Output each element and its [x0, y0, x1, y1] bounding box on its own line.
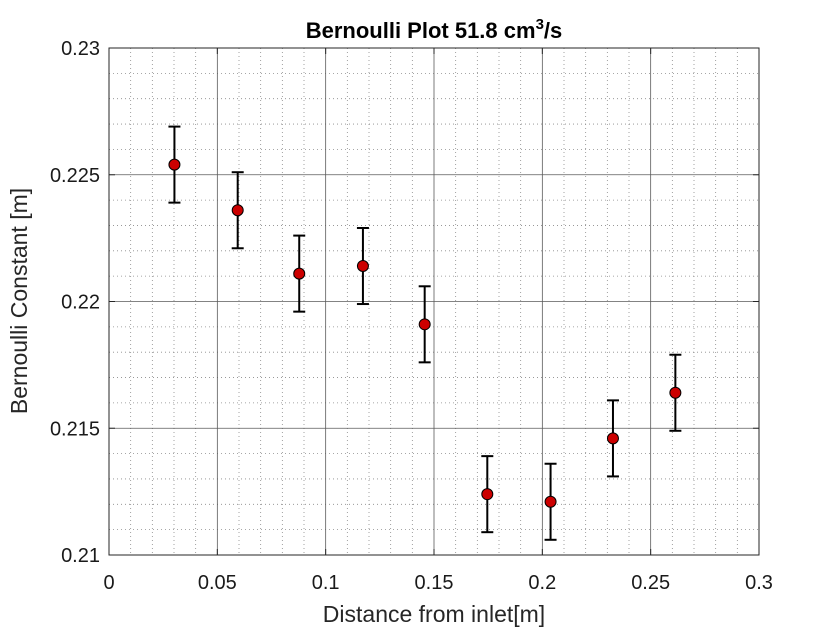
x-axis-ticks: 0 0.05 0.1 0.15 0.2 0.25 0.3	[103, 48, 773, 594]
data-point	[231, 171, 244, 250]
y-tick-label: 0.23	[61, 38, 100, 60]
chart-title: Bernoulli Plot 51.8 cm3/s	[306, 16, 563, 43]
y-tick-label: 0.22	[61, 292, 100, 314]
data-point	[606, 399, 619, 478]
x-tick-label: 0.2	[528, 572, 556, 594]
chart-title-superscript: 3	[536, 16, 544, 33]
y-tick-label: 0.225	[50, 165, 100, 187]
chart-title-main: Bernoulli Plot 51.8 cm	[306, 18, 536, 43]
x-tick-label: 0	[103, 572, 114, 594]
data-point	[481, 455, 494, 534]
x-tick-label: 0.1	[312, 572, 340, 594]
x-tick-label: 0.25	[631, 572, 670, 594]
data-marker	[231, 204, 244, 217]
data-point	[544, 462, 557, 541]
data-point	[418, 285, 431, 364]
data-marker	[356, 260, 369, 273]
x-tick-label: 0.15	[415, 572, 454, 594]
x-tick-label: 0.3	[745, 572, 773, 594]
data-marker	[481, 488, 494, 501]
data-point	[669, 353, 682, 432]
x-axis-label: Distance from inlet[m]	[323, 601, 545, 627]
data-marker	[669, 386, 682, 399]
data-marker	[418, 318, 431, 331]
data-point	[356, 226, 369, 306]
y-tick-label: 0.215	[50, 418, 100, 440]
data-point	[293, 234, 306, 313]
data-marker	[168, 158, 181, 171]
data-marker	[606, 432, 619, 445]
data-point	[168, 125, 181, 204]
y-tick-label: 0.21	[61, 545, 100, 567]
data-marker	[293, 267, 306, 280]
data-marker	[544, 495, 557, 508]
y-axis-ticks: 0.21 0.215 0.22 0.225 0.23	[50, 38, 759, 567]
y-axis-label: Bernoulli Constant [m]	[6, 188, 32, 414]
data-marks	[168, 125, 682, 541]
chart-title-suffix: /s	[544, 18, 562, 43]
x-tick-label: 0.05	[198, 572, 237, 594]
